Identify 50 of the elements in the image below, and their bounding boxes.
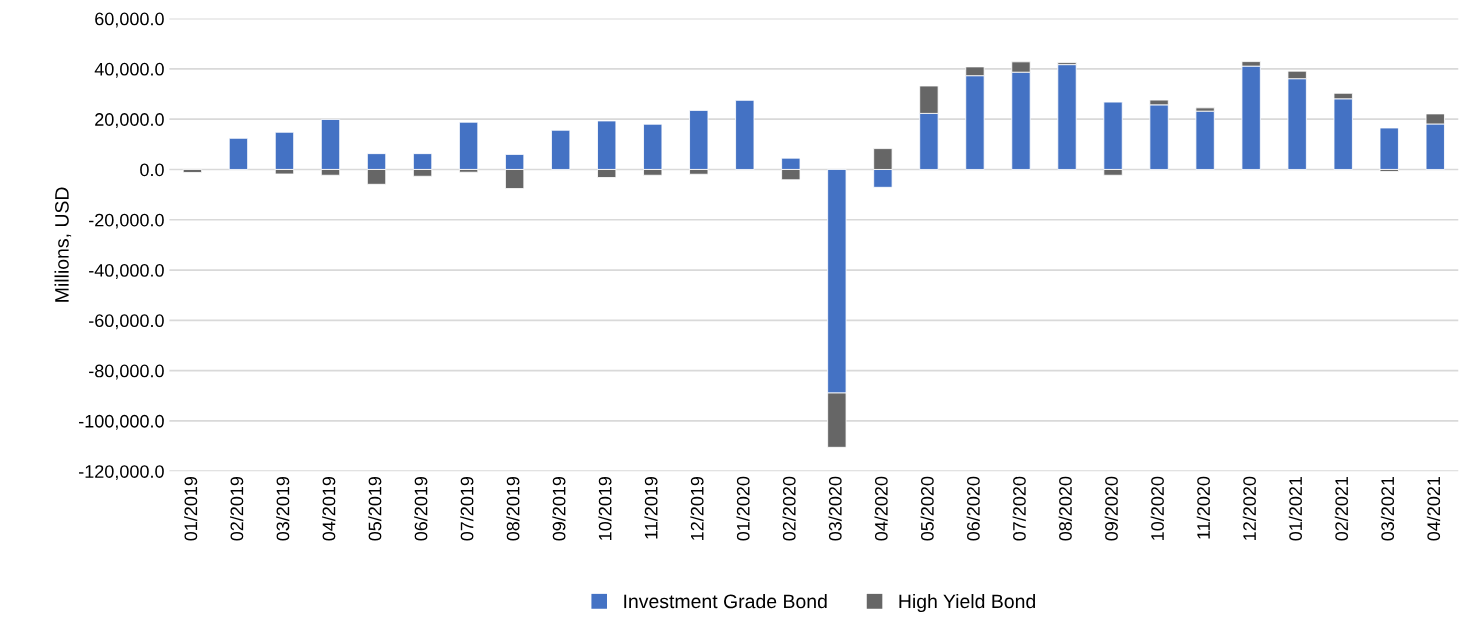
bar xyxy=(1241,65,1261,170)
x-tick-label: 09/2020 xyxy=(1104,476,1118,541)
x-tick-label: 08/2020 xyxy=(1058,476,1072,541)
x-tick-label: 02/2021 xyxy=(1334,476,1349,541)
x-tick-label: 11/2020 xyxy=(1196,476,1210,539)
y-tick-label: -40,000.0 xyxy=(89,263,164,279)
x-tick-label: 10/2019 xyxy=(598,476,612,540)
x-tick-label: 02/2019 xyxy=(230,476,244,541)
bar xyxy=(1379,127,1399,170)
y-tick-label: -80,000.0 xyxy=(89,364,164,380)
legend-label: High Yield Bond xyxy=(899,593,1035,613)
y-tick-label: -60,000.0 xyxy=(89,314,164,330)
y-tick-label: 0.0 xyxy=(140,163,164,177)
x-tick-label: 12/2020 xyxy=(1242,476,1256,540)
y-tick-label: -20,000.0 xyxy=(89,213,164,229)
bar xyxy=(458,121,479,170)
x-tick-label: 06/2019 xyxy=(414,476,428,541)
x-tick-label: 11/2019 xyxy=(644,476,658,539)
x-tick-label: 10/2020 xyxy=(1150,476,1164,540)
y-tick-label: 40,000.0 xyxy=(94,62,164,78)
x-tick-label: 07/2020 xyxy=(1012,476,1026,541)
legend-label: Investment Grade Bond xyxy=(624,593,827,609)
x-tick-label: 07/2019 xyxy=(460,476,474,541)
x-tick-label: 04/2019 xyxy=(322,476,336,541)
y-tick-label: -120,000.0 xyxy=(79,465,164,481)
x-tick-label: 03/2019 xyxy=(276,476,290,541)
y-tick-label: 20,000.0 xyxy=(95,113,164,129)
x-tick-label: 03/2020 xyxy=(828,476,842,541)
x-tick-label: 12/2019 xyxy=(690,476,704,540)
bar xyxy=(228,137,249,170)
x-tick-label: 02/2020 xyxy=(782,476,796,541)
y-axis-title: Millions, USD xyxy=(54,187,72,302)
bar xyxy=(1057,64,1077,170)
y-tick-label: 60,000.0 xyxy=(95,12,164,28)
x-tick-label: 05/2019 xyxy=(368,476,382,541)
x-tick-label: 05/2020 xyxy=(920,476,934,541)
x-tick-label: 01/2021 xyxy=(1288,476,1303,541)
x-tick-label: 06/2020 xyxy=(966,476,980,541)
x-tick-label: 08/2019 xyxy=(506,476,520,541)
x-tick-label: 09/2019 xyxy=(552,476,566,541)
bar xyxy=(735,99,755,170)
x-tick-label: 01/2019 xyxy=(184,476,198,541)
x-tick-label: 01/2020 xyxy=(736,476,750,541)
bar xyxy=(551,129,571,170)
x-tick-label: 04/2020 xyxy=(874,476,888,541)
x-tick-label: 03/2021 xyxy=(1380,476,1395,541)
x-tick-label: 04/2021 xyxy=(1426,476,1441,541)
bar xyxy=(1195,110,1215,170)
y-tick-label: -100,000.0 xyxy=(79,414,164,430)
bar xyxy=(182,169,203,173)
